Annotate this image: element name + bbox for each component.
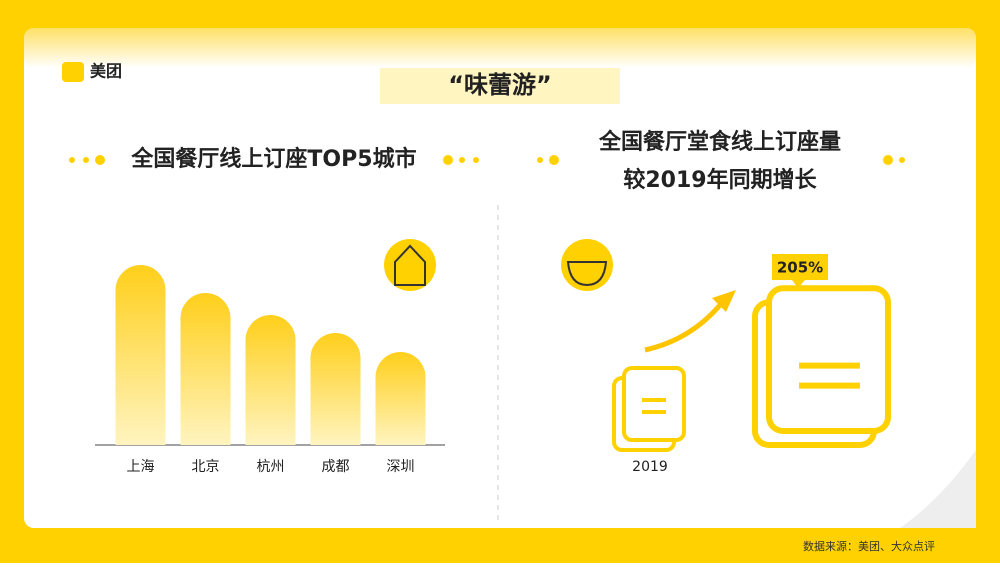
bar [310, 333, 361, 445]
arrow-head [712, 290, 736, 312]
logo [62, 62, 84, 82]
page-curl [900, 450, 976, 528]
bar [375, 352, 426, 445]
large-document [766, 285, 891, 435]
restaurant-icon [384, 239, 436, 291]
title-dots [69, 155, 905, 165]
chart-title: 全国餐厅线上订座TOP5城市 [130, 146, 416, 172]
x-tick-label: 2019 [632, 459, 668, 475]
x-tick-label: 上海 [127, 459, 155, 475]
growth-arrow [644, 303, 722, 353]
source: 数据来源：美团、大众点评 [803, 539, 935, 553]
noodle-icon [561, 239, 613, 291]
small-document [612, 366, 686, 452]
x-tick-label: 成都 [322, 459, 350, 475]
bar [115, 265, 166, 445]
banner: “味蕾游” [448, 71, 552, 99]
bar [180, 292, 231, 445]
chart-title: 全国餐厅堂食线上订座量 [598, 129, 841, 155]
x-tick-label: 杭州 [257, 459, 285, 475]
card-header [24, 28, 976, 68]
value-label: 205% [777, 259, 823, 277]
bar [245, 315, 296, 445]
value-bubble [772, 254, 828, 288]
banner-bg [380, 68, 620, 104]
x-tick-label: 北京 [192, 459, 220, 475]
brand: 美团 [90, 62, 122, 81]
chart-title: 较2019年同期增长 [623, 167, 817, 193]
x-tick-label: 深圳 [387, 459, 415, 475]
